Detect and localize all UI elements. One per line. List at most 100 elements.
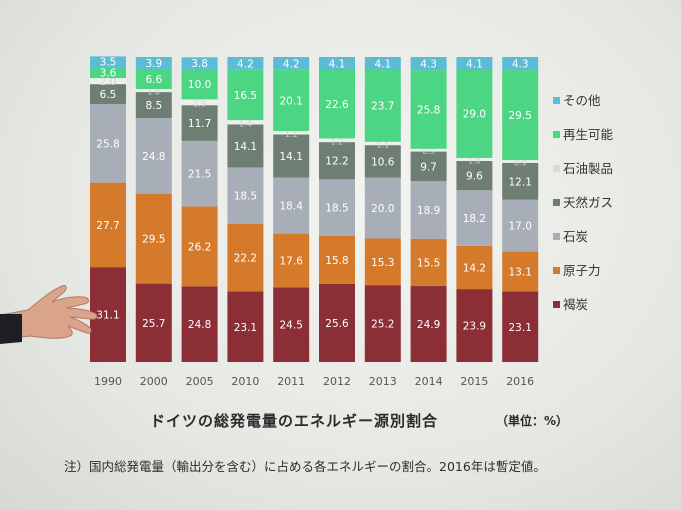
data-label: 4.1 [329, 58, 346, 70]
data-label: 15.3 [371, 257, 394, 269]
data-label: 18.5 [234, 191, 257, 203]
unit-label: （単位：%） [496, 414, 569, 428]
data-label: 25.8 [417, 104, 440, 116]
x-axis-ticks: 1990 2000 2005 2010 2011 2012 2013 2014 2015 2016 [94, 375, 534, 388]
data-label: 1.9 [193, 99, 206, 108]
x-tick-label: 2011 [277, 375, 305, 388]
bar-segment [273, 57, 310, 70]
bar-segment [502, 199, 539, 252]
bar-segment [456, 69, 493, 158]
data-label: 10.6 [371, 156, 395, 168]
bar-segment [319, 179, 355, 236]
bar-segment [90, 103, 126, 183]
legend-swatch [553, 97, 560, 104]
bar-segment [227, 120, 264, 125]
data-label: 4.1 [374, 58, 391, 70]
data-label: 16.5 [234, 90, 257, 102]
data-label: 0.9 [514, 158, 527, 167]
bar-segment [90, 182, 126, 268]
data-label: 18.9 [417, 205, 440, 217]
data-label: 0.9 [422, 147, 435, 156]
bar-segment [319, 138, 355, 143]
bar-segment [181, 206, 218, 287]
data-label: 1.0 [147, 88, 160, 97]
bar-segment [364, 238, 401, 286]
data-label: 10.0 [188, 79, 211, 91]
bar-segment [227, 167, 264, 224]
legend-label: 褐炭 [563, 297, 588, 312]
legend-swatch [553, 301, 560, 308]
bar-segment [273, 287, 310, 362]
bar-segment [181, 57, 218, 69]
data-label: 9.6 [466, 171, 483, 183]
bar-segment [90, 67, 126, 79]
bar-segment [227, 223, 264, 292]
data-label: 22.2 [234, 253, 257, 265]
data-label: 17.0 [509, 221, 532, 233]
bars-group: 31.1 27.7 25.8 6.52.03.63.5 25.7 29.5 24.8 8.5 1… [90, 56, 539, 362]
legend-label: 再生可能 [563, 127, 614, 142]
data-label: 24.8 [142, 151, 165, 163]
data-label: 24.5 [280, 320, 303, 332]
legend-swatch [553, 267, 560, 274]
data-label: 14.1 [234, 141, 257, 153]
data-label: 18.2 [463, 213, 486, 225]
data-label: 11.7 [188, 118, 211, 130]
bar-segment [181, 140, 218, 207]
bar-segment [135, 57, 172, 69]
data-label: 6.6 [145, 74, 162, 86]
bar-segment [273, 177, 310, 234]
bar-segment [364, 145, 401, 178]
bar-segment [227, 57, 264, 70]
data-label: 25.8 [96, 138, 119, 150]
data-label: 9.7 [420, 161, 437, 173]
x-tick-label: 2010 [231, 375, 259, 388]
data-label: 3.6 [100, 68, 117, 80]
data-label: 8.5 [145, 100, 162, 112]
bar-segment [410, 148, 447, 152]
x-tick-label: 1990 [94, 375, 122, 388]
bar-segment [364, 177, 401, 239]
bar-segment [502, 57, 539, 71]
x-tick-label: 2013 [369, 375, 397, 388]
bar-segment [135, 89, 172, 93]
bar-segment [364, 69, 401, 142]
bar-segment [273, 131, 310, 135]
bar-segment [502, 251, 539, 292]
bar-segment [456, 245, 493, 290]
data-label: 23.9 [463, 321, 486, 333]
bar-segment [90, 84, 126, 104]
bar-segment [364, 141, 401, 146]
data-label: 12.1 [509, 176, 532, 188]
bar-segment [502, 70, 539, 161]
bar-segment [181, 99, 218, 106]
legend-swatch [553, 199, 560, 206]
data-label: 4.3 [512, 59, 529, 71]
data-label: 1.0 [468, 156, 481, 165]
bar-segment [227, 69, 264, 121]
bar-segment [135, 68, 172, 90]
data-label: 26.2 [188, 241, 211, 253]
data-label: 4.3 [420, 59, 437, 71]
data-label: 20.0 [371, 203, 394, 215]
bar-segment [410, 181, 447, 239]
presenter-hand-photo [0, 285, 98, 344]
legend-swatch [553, 233, 560, 240]
data-label: 14.2 [463, 262, 486, 274]
data-label: 1.2 [331, 137, 344, 146]
bar-segment [135, 193, 172, 284]
legend-swatch [553, 165, 560, 172]
data-label: 29.5 [509, 110, 532, 122]
bar-segment [135, 118, 172, 194]
data-label: 18.5 [325, 203, 348, 215]
x-tick-label: 2016 [506, 375, 534, 388]
data-label: 24.8 [188, 319, 211, 331]
data-label: 6.5 [100, 89, 117, 101]
legend-label: その他 [563, 93, 601, 108]
data-label: 12.2 [325, 156, 348, 168]
x-tick-label: 2012 [323, 375, 351, 388]
data-label: 15.5 [417, 257, 440, 269]
data-label: 20.1 [280, 95, 303, 107]
bar-segment [227, 291, 264, 362]
